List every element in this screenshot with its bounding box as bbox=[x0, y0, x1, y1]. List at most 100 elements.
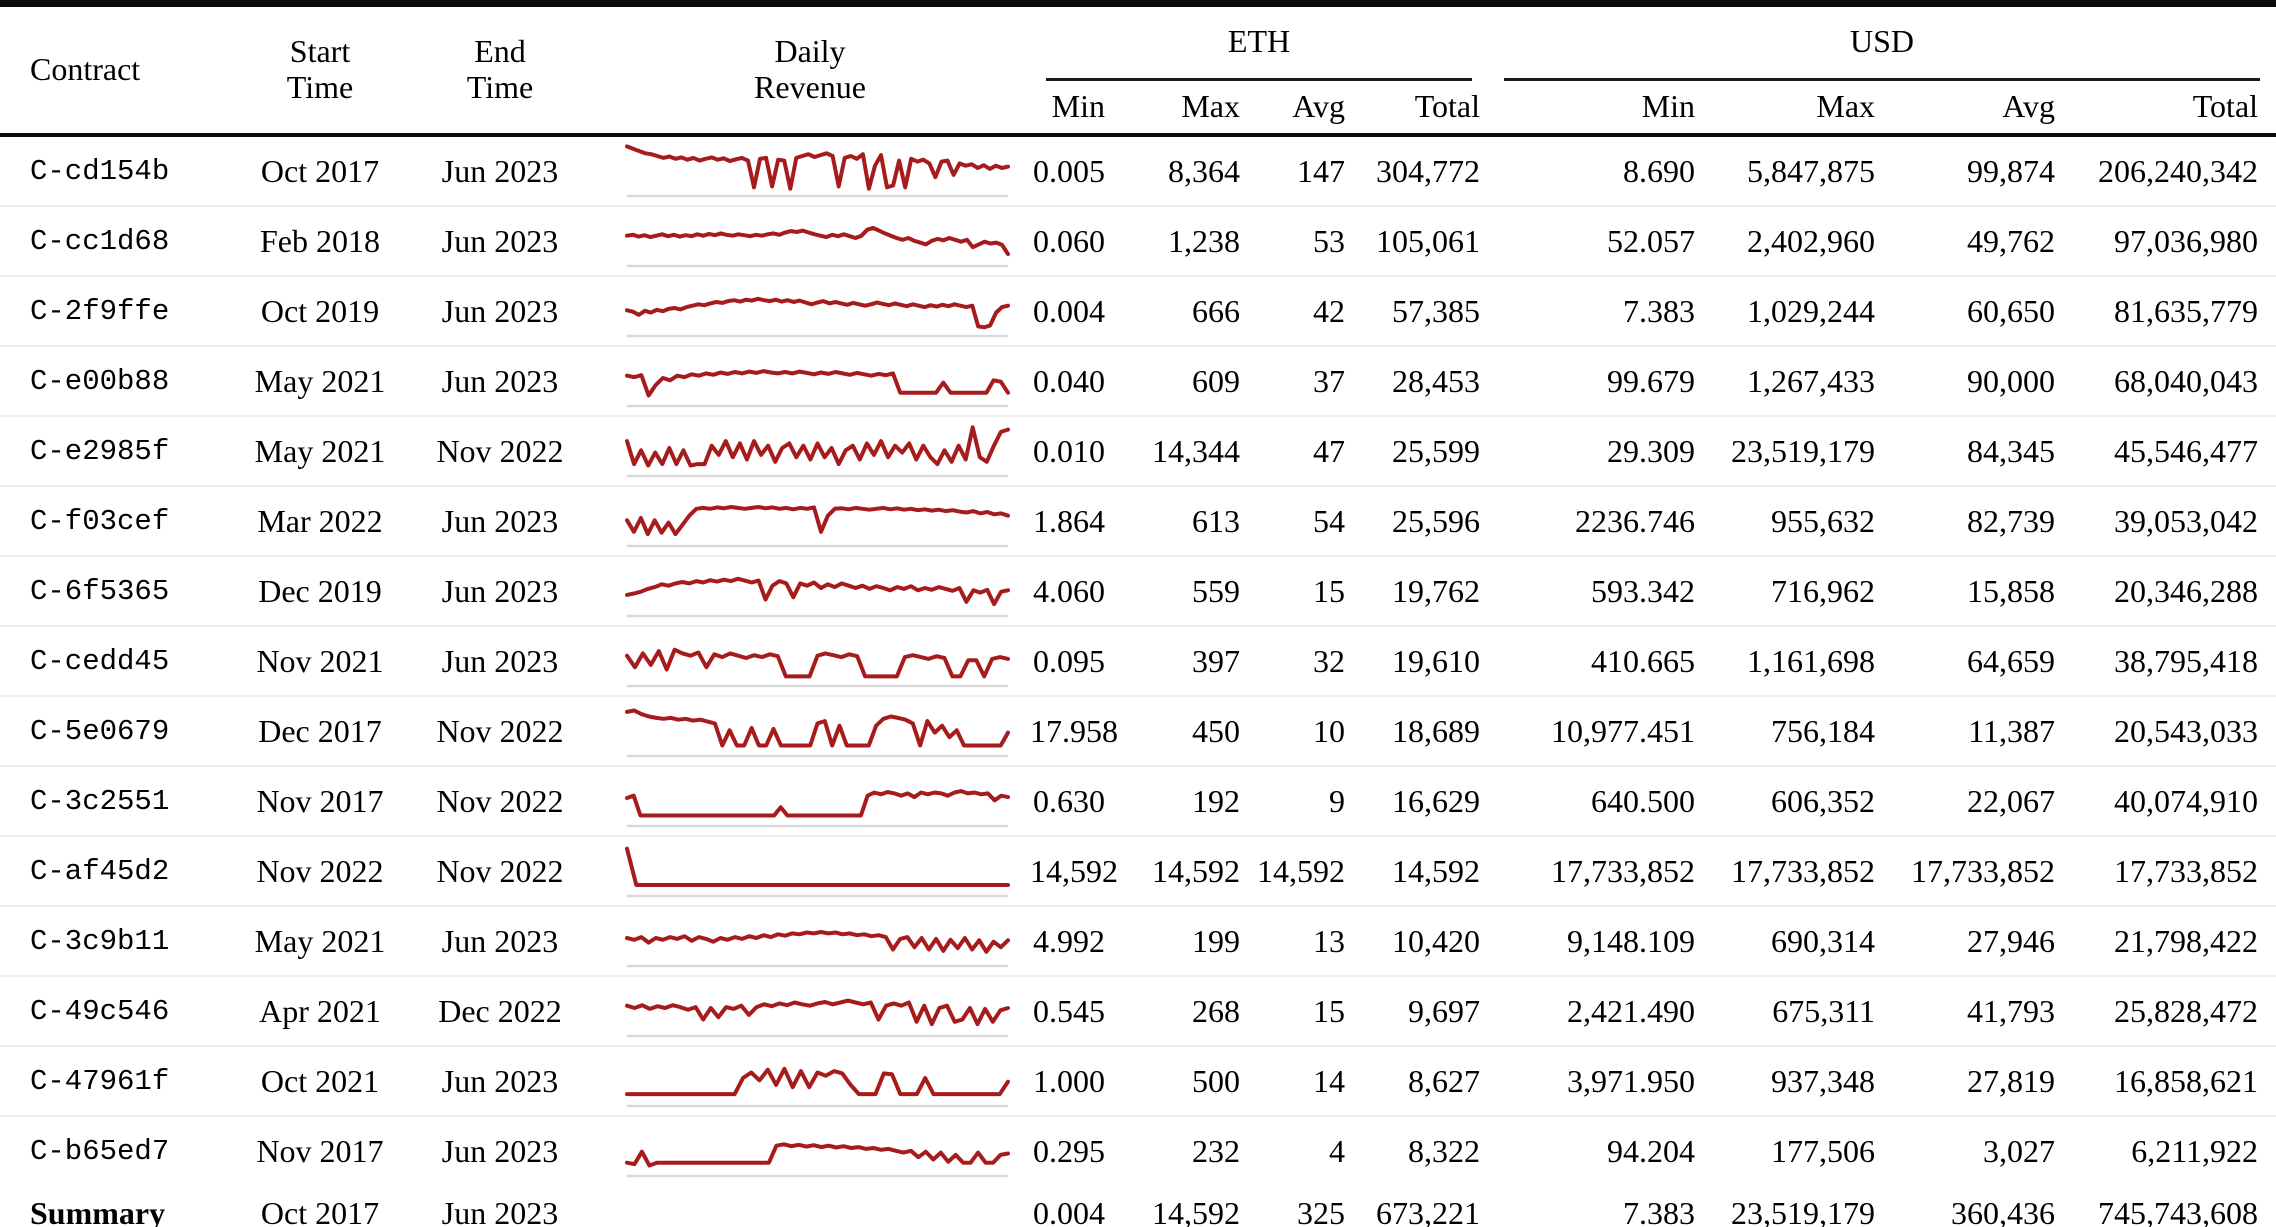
summary-usd-avg: 360,436 bbox=[1951, 1194, 2056, 1227]
sparkline-series bbox=[625, 425, 1010, 468]
cell-eth-max: 268 bbox=[1192, 992, 1240, 1029]
col-group-eth: ETH bbox=[1030, 4, 1488, 82]
cell-usd-total: 16,858,621 bbox=[2114, 1062, 2259, 1099]
cell-usd-total: 45,546,477 bbox=[2114, 432, 2259, 469]
summary-usd-max: 23,519,179 bbox=[1731, 1194, 1876, 1227]
table-row: C-49c546 Apr 2021 Dec 2022 0.545 268 15 … bbox=[0, 976, 2276, 1046]
cell-contract-id: C-2f9ffe bbox=[30, 294, 170, 328]
cell-daily-revenue bbox=[590, 626, 1030, 696]
cell-eth-total: 105,061 bbox=[1376, 222, 1481, 259]
sparkline-series bbox=[625, 930, 1010, 954]
sparkline-series bbox=[625, 144, 1010, 191]
sparkline-series bbox=[625, 846, 1010, 887]
cell-usd-max: 5,847,875 bbox=[1747, 152, 1876, 189]
cell-contract-id: C-3c9b11 bbox=[30, 924, 170, 958]
cell-eth-avg: 14,592 bbox=[1257, 852, 1345, 889]
cell-usd-min: 7.383 bbox=[1623, 292, 1696, 329]
cell-usd-max: 2,402,960 bbox=[1747, 222, 1876, 259]
cell-start-time: Oct 2017 bbox=[260, 152, 380, 189]
cell-eth-total: 8,627 bbox=[1408, 1062, 1481, 1099]
cell-eth-avg: 9 bbox=[1329, 782, 1345, 819]
cell-usd-max: 955,632 bbox=[1771, 502, 1876, 539]
cell-usd-min: 52.057 bbox=[1607, 222, 1696, 259]
cell-usd-max: 756,184 bbox=[1771, 712, 1876, 749]
cell-daily-revenue bbox=[590, 486, 1030, 556]
daily-revenue-sparkline bbox=[625, 1142, 1010, 1178]
sparkline-series bbox=[625, 369, 1010, 398]
daily-revenue-sparkline bbox=[625, 1066, 1010, 1108]
cell-usd-min: 8.690 bbox=[1623, 152, 1696, 189]
cell-end-time: Jun 2023 bbox=[441, 572, 559, 609]
cell-usd-avg: 17,733,852 bbox=[1911, 852, 2056, 889]
cell-start-time: Oct 2019 bbox=[260, 292, 380, 329]
col-header-eth-min: Min bbox=[1051, 88, 1105, 125]
cell-eth-max: 609 bbox=[1192, 362, 1240, 399]
col-header-eth-total: Total bbox=[1414, 88, 1481, 125]
cell-contract-id: C-5e0679 bbox=[30, 714, 170, 748]
summary-eth-total: 673,221 bbox=[1376, 1194, 1481, 1227]
cell-usd-max: 1,029,244 bbox=[1747, 292, 1876, 329]
cell-eth-min: 1.864 bbox=[1033, 502, 1105, 539]
table-body: C-cd154b Oct 2017 Jun 2023 0.005 8,364 1… bbox=[0, 135, 2276, 1185]
table-row: C-af45d2 Nov 2022 Nov 2022 14,592 14,592… bbox=[0, 836, 2276, 906]
cell-usd-total: 6,211,922 bbox=[2131, 1132, 2259, 1169]
cell-end-time: Jun 2023 bbox=[441, 1062, 559, 1099]
table-row: C-b65ed7 Nov 2017 Jun 2023 0.295 232 4 8… bbox=[0, 1116, 2276, 1185]
cell-daily-revenue bbox=[590, 1116, 1030, 1185]
daily-revenue-sparkline bbox=[625, 425, 1010, 478]
sparkline-series bbox=[625, 225, 1010, 257]
table-row: C-e00b88 May 2021 Jun 2023 0.040 609 37 … bbox=[0, 346, 2276, 416]
cell-start-time: Dec 2017 bbox=[258, 712, 382, 749]
cell-usd-total: 38,795,418 bbox=[2114, 642, 2259, 679]
sparkline-series bbox=[625, 296, 1010, 330]
cell-end-time: Jun 2023 bbox=[441, 222, 559, 259]
cell-usd-avg: 41,793 bbox=[1967, 992, 2056, 1029]
cell-end-time: Jun 2023 bbox=[441, 152, 559, 189]
start-time-line2: Time bbox=[286, 69, 354, 105]
table-row: C-2f9ffe Oct 2019 Jun 2023 0.004 666 42 … bbox=[0, 276, 2276, 346]
daily-revenue-sparkline bbox=[625, 225, 1010, 268]
cell-eth-min: 0.060 bbox=[1033, 222, 1105, 259]
cell-daily-revenue bbox=[590, 1046, 1030, 1116]
cell-eth-avg: 4 bbox=[1329, 1132, 1345, 1169]
cell-eth-min: 4.060 bbox=[1033, 572, 1105, 609]
cell-eth-min: 0.630 bbox=[1033, 782, 1105, 819]
cell-eth-avg: 14 bbox=[1313, 1062, 1345, 1099]
table-header: Contract Start Time End Time Daily Reven… bbox=[0, 4, 2276, 136]
table-summary: Summary Oct 2017 Jun 2023 0.004 14,592 3… bbox=[0, 1185, 2276, 1227]
cell-eth-max: 397 bbox=[1192, 642, 1240, 679]
cell-eth-total: 10,420 bbox=[1392, 922, 1481, 959]
col-header-usd-min: Min bbox=[1641, 88, 1696, 125]
cell-contract-id: C-cd154b bbox=[30, 154, 170, 188]
table-row: C-cd154b Oct 2017 Jun 2023 0.005 8,364 1… bbox=[0, 135, 2276, 206]
sparkline-series bbox=[625, 576, 1010, 607]
cell-contract-id: C-47961f bbox=[30, 1064, 170, 1098]
cell-start-time: May 2021 bbox=[254, 432, 386, 469]
cell-start-time: Mar 2022 bbox=[257, 502, 383, 539]
daily-revenue-sparkline bbox=[625, 998, 1010, 1038]
cell-daily-revenue bbox=[590, 276, 1030, 346]
cell-end-time: Jun 2023 bbox=[441, 292, 559, 329]
cell-usd-total: 39,053,042 bbox=[2114, 502, 2259, 539]
summary-eth-max: 14,592 bbox=[1152, 1194, 1240, 1227]
cell-contract-id: C-6f5365 bbox=[30, 574, 170, 608]
cell-usd-max: 23,519,179 bbox=[1731, 432, 1876, 469]
cell-eth-max: 450 bbox=[1192, 712, 1240, 749]
cell-usd-total: 81,635,779 bbox=[2114, 292, 2259, 329]
cell-usd-min: 29.309 bbox=[1607, 432, 1696, 469]
col-header-end-time: End Time bbox=[410, 4, 590, 136]
cell-eth-max: 500 bbox=[1192, 1062, 1240, 1099]
sparkline-series bbox=[625, 789, 1010, 818]
cell-contract-id: C-e2985f bbox=[30, 434, 170, 468]
cell-usd-total: 40,074,910 bbox=[2114, 782, 2259, 819]
col-header-eth-max: Max bbox=[1181, 88, 1240, 125]
cell-eth-max: 192 bbox=[1192, 782, 1240, 819]
cell-eth-total: 8,322 bbox=[1408, 1132, 1481, 1169]
cell-usd-min: 640.500 bbox=[1591, 782, 1696, 819]
cell-eth-avg: 15 bbox=[1313, 572, 1345, 609]
daily-revenue-sparkline bbox=[625, 789, 1010, 828]
cell-start-time: May 2021 bbox=[254, 362, 386, 399]
cell-usd-total: 21,798,422 bbox=[2114, 922, 2259, 959]
summary-empty-spark bbox=[590, 1185, 1030, 1227]
